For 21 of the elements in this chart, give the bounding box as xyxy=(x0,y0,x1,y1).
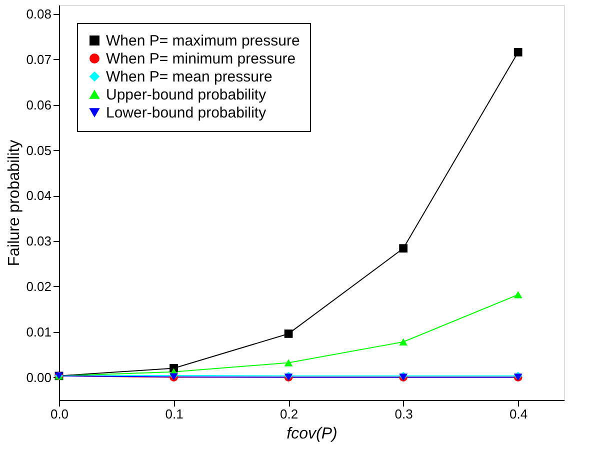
legend-label: When P= maximum pressure xyxy=(106,32,300,50)
y-tick-label: 0.04 xyxy=(26,188,52,204)
legend-label: When P= minimum pressure xyxy=(106,50,296,68)
legend-label: Upper-bound probability xyxy=(106,86,267,104)
y-axis-title: Failure probability xyxy=(6,140,24,266)
x-tick-label: 0.0 xyxy=(50,406,69,422)
y-tick-label: 0.02 xyxy=(26,278,52,294)
y-tick-label: 0.03 xyxy=(26,234,52,249)
x-tick-label: 0.4 xyxy=(510,406,528,422)
y-tick-label: 0.07 xyxy=(26,52,52,67)
x-axis-title: fcov(P) xyxy=(286,426,338,442)
legend-label: When P= mean pressure xyxy=(106,68,272,86)
legend-label: Lower-bound probability xyxy=(106,104,267,122)
y-tick-label: 0.01 xyxy=(26,324,52,340)
y-tick-label: 0.06 xyxy=(26,97,52,112)
x-tick-label: 0.2 xyxy=(280,406,298,422)
x-tick-label: 0.3 xyxy=(394,406,413,422)
y-tick-label: 0.00 xyxy=(26,370,52,385)
y-tick-label: 0.08 xyxy=(26,6,52,22)
y-tick-label: 0.05 xyxy=(26,142,52,158)
x-tick-label: 0.1 xyxy=(165,406,184,422)
